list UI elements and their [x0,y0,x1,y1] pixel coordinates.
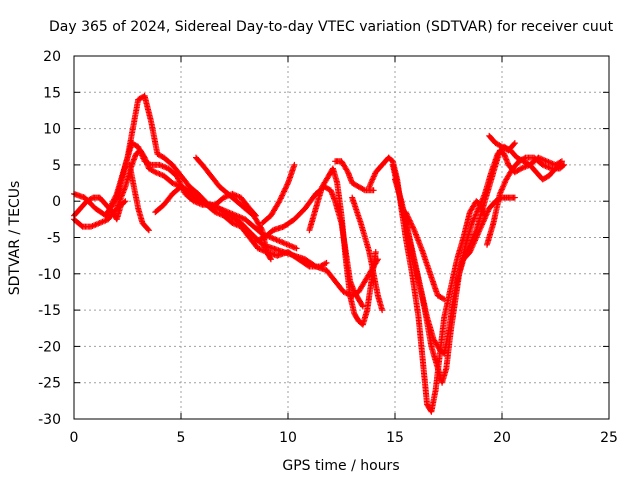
data-point [521,155,528,162]
x-tick-label: 15 [386,430,404,446]
y-tick-label: -30 [38,412,61,428]
series-track-5 [152,183,259,219]
data-point [372,249,379,256]
data-point [441,296,448,303]
axes: 0 5 10 15 20 25 -30 -25 -20 -15 -10 -5 0 5 10 15 20 [38,49,618,446]
data-point [103,212,110,219]
data-point [291,161,298,168]
y-tick-label: -20 [38,339,61,355]
x-axis-label: GPS time / hours [282,458,399,474]
series-track-18 [486,132,518,154]
series-track-19 [71,194,129,223]
y-axis-label: SDTVAR / TECUs [7,181,23,296]
data-point [293,245,300,252]
x-tick-label: 20 [493,430,511,446]
x-tick-label: 0 [70,430,79,446]
y-tick-label: -25 [38,376,61,392]
data-point [267,255,274,262]
series-track-12 [366,154,488,415]
x-tick-label: 5 [177,430,186,446]
y-tick-label: -5 [47,231,61,247]
data-point [359,302,366,309]
data-point [370,187,377,194]
series-track-15 [402,209,448,303]
data-point [379,307,386,314]
y-tick-label: 20 [43,49,61,65]
y-tick-label: -10 [38,267,61,283]
x-tick-label: 25 [600,430,618,446]
plot-frame [73,55,610,420]
series-track-4 [126,161,152,234]
y-tick-label: -15 [38,303,61,319]
data-point [360,186,367,193]
data-point [510,141,517,148]
data-point [122,198,129,205]
series-track-11 [349,194,386,314]
data-point [323,259,330,266]
y-tick-label: 5 [52,158,61,174]
y-tick-label: 10 [43,122,61,138]
data-point [557,159,564,165]
data-point [121,199,128,206]
x-tick-label: 10 [279,430,297,446]
data-point [561,161,568,168]
data-point [145,226,151,233]
data-point [511,140,518,147]
data-point [305,262,312,269]
data-points [71,92,568,415]
y-tick-label: 0 [52,194,61,210]
series-track-2 [71,147,330,270]
grid-lines [74,56,609,419]
series-track-17 [484,154,568,248]
y-tick-label: 15 [43,85,61,101]
data-point [258,225,265,232]
series-track-7 [259,161,298,226]
data-point [439,295,446,302]
data-point [111,195,118,201]
data-point [145,227,152,234]
chart-title: Day 365 of 2024, Sidereal Day-to-day VTE… [49,19,614,35]
data-point [146,161,153,168]
series-track-9 [306,165,379,328]
data-point [511,194,518,201]
data-point [267,256,274,263]
series-track-10 [332,158,377,194]
data-point [558,158,565,165]
data-point [322,260,329,267]
data-point [560,162,566,169]
